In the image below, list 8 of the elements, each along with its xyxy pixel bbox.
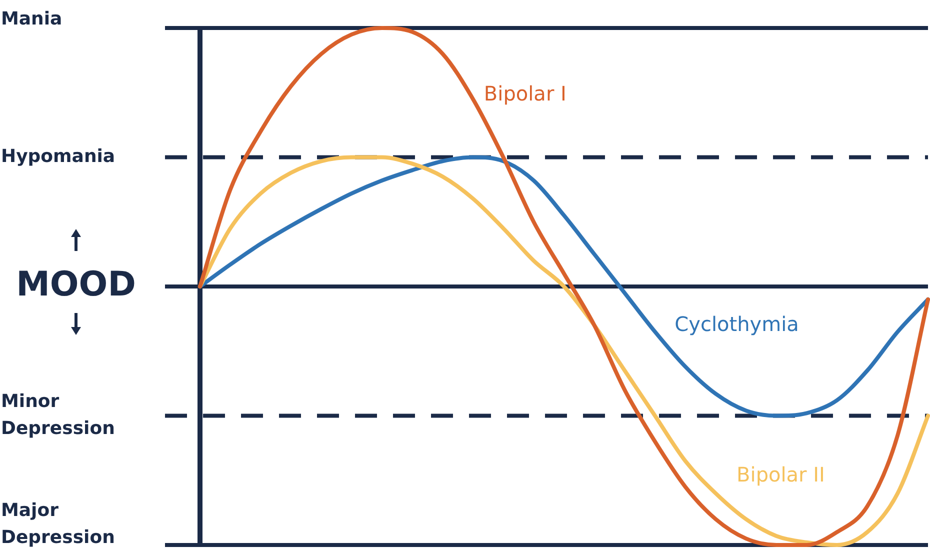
series-label: Bipolar I: [484, 81, 566, 106]
ref-line-label: Hypomania: [1, 146, 116, 167]
series-label: Bipolar II: [736, 462, 825, 486]
series-label: Cyclothymia: [674, 312, 799, 336]
ref-line-label: Minor Depression: [1, 390, 115, 439]
y-axis-title: MOOD: [16, 264, 136, 304]
ref-line-label: Major Depression: [1, 500, 115, 548]
ref-line-label: Mania: [1, 8, 62, 30]
